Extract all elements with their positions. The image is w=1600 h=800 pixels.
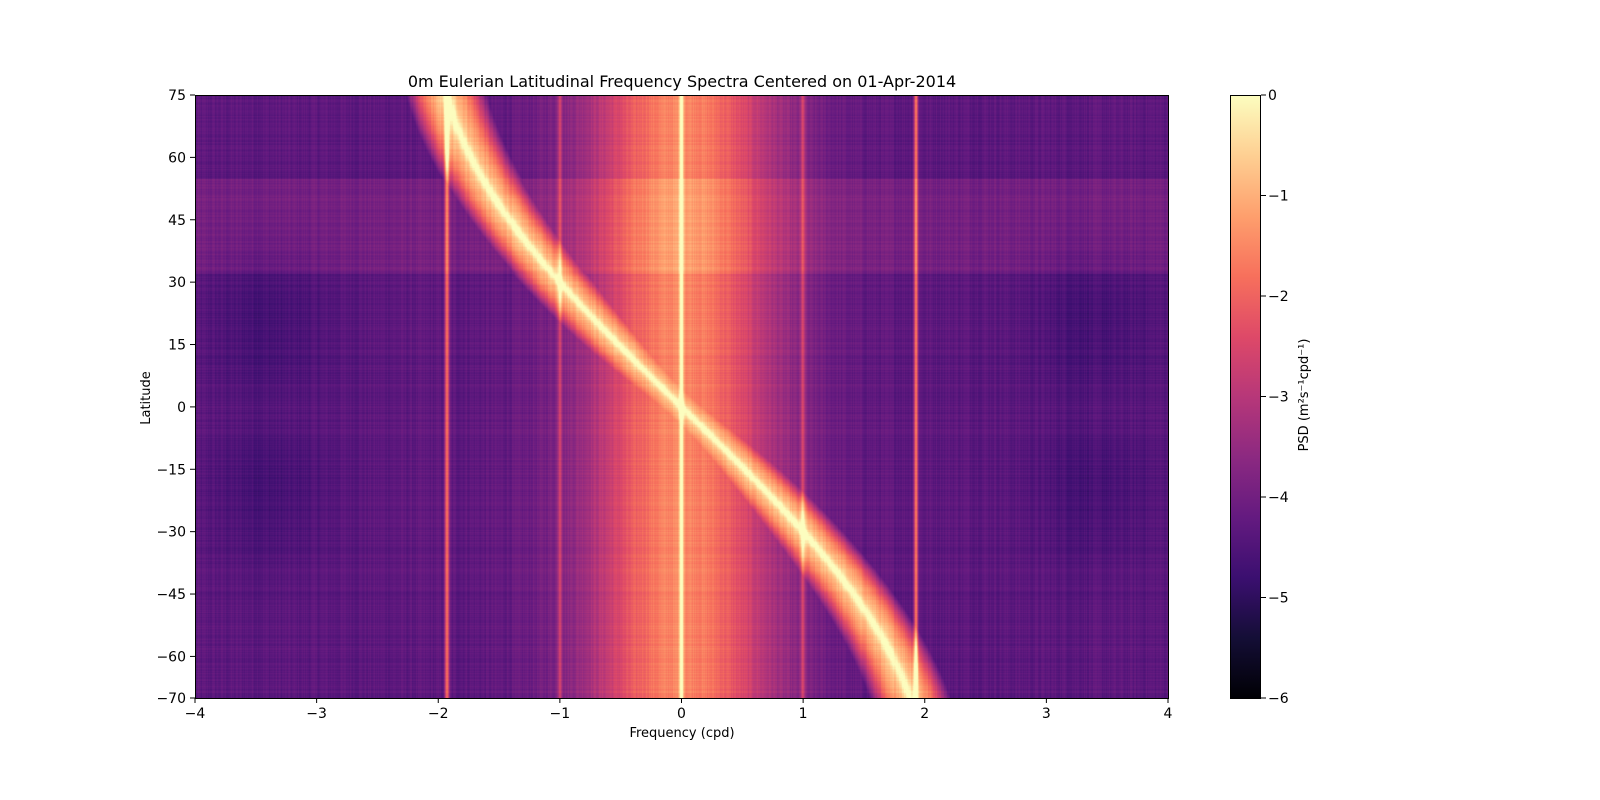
y-tick-label: −70 bbox=[156, 691, 186, 707]
heatmap-canvas bbox=[195, 95, 1168, 698]
x-tick-label: 3 bbox=[1042, 706, 1051, 722]
y-tick-label: 30 bbox=[168, 275, 186, 291]
y-tick-label: 75 bbox=[168, 88, 186, 104]
colorbar-label: PSD (m²s⁻¹cpd⁻¹) bbox=[1297, 339, 1312, 452]
colorbar-tick-label: −2 bbox=[1268, 289, 1289, 305]
colorbar-tick-label: −5 bbox=[1268, 591, 1289, 607]
colorbar-tick-label: −6 bbox=[1268, 691, 1289, 707]
x-axis: −4 −3 −2 −1 0 1 2 3 4 bbox=[185, 698, 1173, 722]
colorbar-tick-label: −1 bbox=[1268, 189, 1289, 205]
x-tick-label: −1 bbox=[550, 706, 571, 722]
x-tick-label: 0 bbox=[677, 706, 686, 722]
x-tick-label: 2 bbox=[920, 706, 929, 722]
x-tick-label: −2 bbox=[428, 706, 449, 722]
y-tick-label: 60 bbox=[168, 150, 186, 166]
y-tick-label: 0 bbox=[177, 400, 186, 416]
y-tick-label: −45 bbox=[156, 587, 186, 603]
x-tick-label: −4 bbox=[185, 706, 206, 722]
y-axis-label: Latitude bbox=[139, 371, 154, 425]
colorbar-axis: 0 −1 −2 −3 −4 −5 −6 bbox=[1261, 88, 1289, 707]
colorbar-tick-label: −4 bbox=[1268, 490, 1289, 506]
x-tick-label: 1 bbox=[799, 706, 808, 722]
colorbar bbox=[1230, 95, 1261, 699]
x-tick-label: 4 bbox=[1164, 706, 1173, 722]
y-tick-label: −60 bbox=[156, 649, 186, 665]
x-tick-label: −3 bbox=[306, 706, 327, 722]
y-axis: 75 60 45 30 15 0 −15 −30 −45 −60 −70 bbox=[156, 88, 195, 707]
y-tick-label: −30 bbox=[156, 525, 186, 541]
colorbar-tick-label: 0 bbox=[1268, 88, 1277, 104]
chart-title: 0m Eulerian Latitudinal Frequency Spectr… bbox=[408, 72, 956, 91]
heatmap-container bbox=[195, 95, 1168, 698]
y-tick-label: −15 bbox=[156, 462, 186, 478]
colorbar-tick-label: −3 bbox=[1268, 390, 1289, 406]
y-tick-label: 15 bbox=[168, 338, 186, 354]
x-axis-label: Frequency (cpd) bbox=[629, 726, 734, 741]
y-tick-label: 45 bbox=[168, 213, 186, 229]
